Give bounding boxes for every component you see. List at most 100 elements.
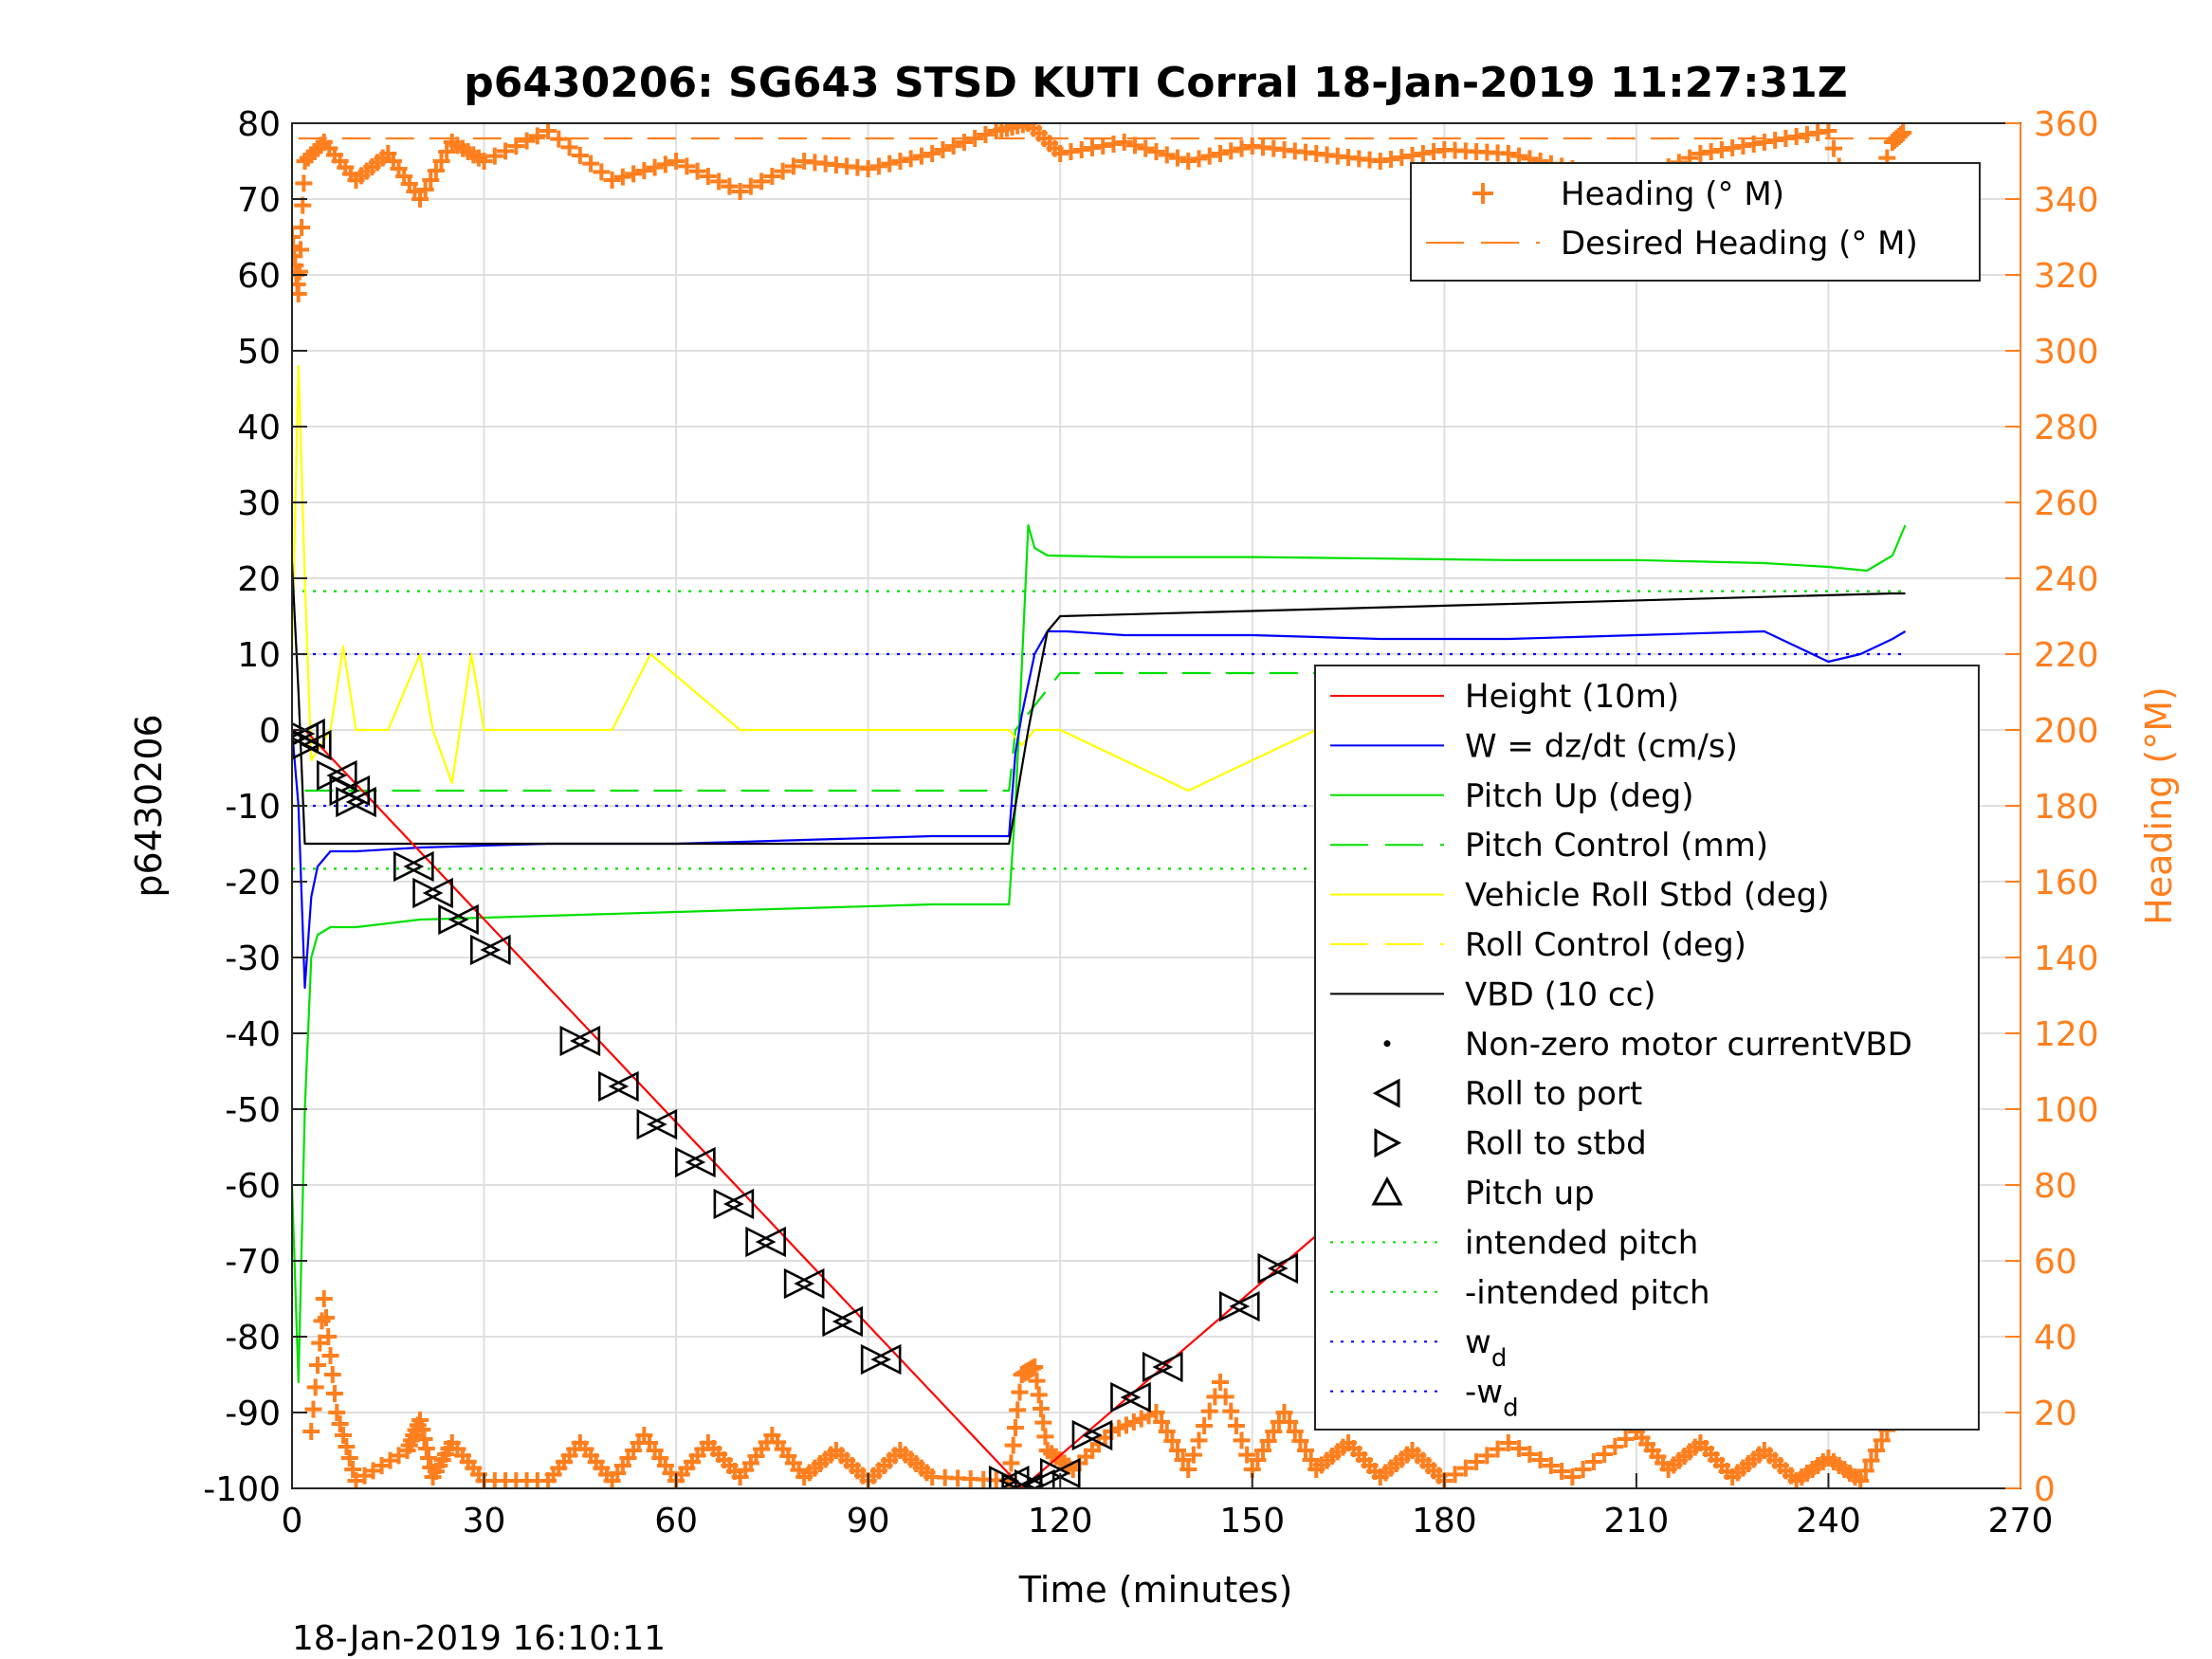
roll-to-stbd-marker — [1218, 1290, 1251, 1322]
roll-to-stbd-marker — [745, 1226, 777, 1258]
legend-label: Non-zero motor currentVBD — [1465, 1026, 1912, 1064]
legend-label: intended pitch — [1465, 1224, 1698, 1262]
heading-point — [1004, 1436, 1022, 1454]
heading-point — [311, 1334, 329, 1352]
heading-point — [373, 1457, 391, 1474]
heading-point — [328, 1404, 346, 1421]
roll-to-port-marker — [1120, 1381, 1151, 1413]
heading-point — [1894, 124, 1912, 141]
heading-point — [1196, 1417, 1214, 1434]
legend-label: Pitch Up (deg) — [1465, 777, 1693, 815]
heading-point — [1302, 1451, 1320, 1468]
heading-point — [413, 1421, 431, 1438]
legend-label: Roll to stbd — [1465, 1125, 1647, 1163]
series-pitch-control-mm — [304, 671, 1906, 793]
heading-point — [411, 191, 430, 208]
heading-point — [315, 1290, 333, 1307]
heading-point — [1254, 1442, 1272, 1459]
y-axis-right-label: Heading (°M) — [2138, 686, 2180, 925]
heading-point — [293, 219, 311, 236]
heading-point — [1531, 1451, 1549, 1468]
x-tick-label: 0 — [282, 1502, 303, 1540]
heading-point — [1499, 145, 1517, 162]
heading-point — [902, 150, 920, 168]
y-tick-label-right: 0 — [2034, 1470, 2056, 1509]
legend-label: Height (10m) — [1465, 678, 1679, 716]
heading-point — [1617, 1431, 1635, 1448]
heading-point — [582, 155, 600, 173]
heading-point — [347, 1472, 365, 1488]
heading-point — [731, 183, 749, 200]
heading-point — [635, 162, 653, 179]
x-tick-label: 30 — [463, 1502, 506, 1540]
heading-point — [321, 1347, 339, 1364]
heading-point — [292, 241, 310, 259]
y-tick-label: -80 — [225, 1319, 281, 1358]
heading-point — [381, 1451, 399, 1469]
roll-to-stbd-marker — [329, 775, 360, 807]
heading-point — [1153, 1413, 1171, 1431]
legend-label: Desired Heading (° M) — [1561, 225, 1918, 263]
roll-to-stbd-marker — [1142, 1351, 1174, 1383]
x-tick-label: 60 — [654, 1502, 698, 1540]
heading-point — [1115, 134, 1133, 151]
heading-point — [934, 141, 952, 158]
heading-point — [1456, 1459, 1474, 1477]
y-tick-label-right: 40 — [2034, 1319, 2077, 1358]
roll-to-stbd-marker — [675, 1146, 706, 1178]
heading-point — [1553, 1463, 1571, 1480]
y-tick-label-right: 280 — [2034, 409, 2099, 447]
heading-point — [438, 143, 456, 160]
roll-to-port-marker — [403, 850, 434, 883]
heading-point — [1606, 1438, 1624, 1455]
y-tick-label: 0 — [259, 712, 281, 751]
heading-point — [1446, 1466, 1464, 1484]
heading-point — [1521, 1446, 1539, 1463]
legend-swatch — [1374, 1128, 1402, 1158]
roll-to-port-marker — [1082, 1419, 1113, 1451]
heading-point — [1212, 145, 1230, 162]
roll-to-stbd-marker — [636, 1108, 667, 1140]
heading-point — [1499, 1434, 1517, 1451]
heading-point — [340, 1449, 358, 1467]
heading-point — [485, 147, 503, 165]
heading-point — [1468, 1453, 1486, 1470]
roll-to-stbd-marker — [412, 877, 444, 909]
y-tick-label-right: 240 — [2034, 560, 2099, 599]
roll-to-port-marker — [1267, 1252, 1299, 1285]
roll-to-port-marker — [480, 934, 511, 966]
roll-to-port-marker — [1011, 1472, 1043, 1488]
heading-point — [774, 162, 792, 180]
roll-to-port-marker — [345, 786, 376, 818]
heading-point — [881, 155, 899, 173]
roll-to-stbd-marker — [783, 1267, 815, 1300]
legend-label: Pitch up — [1465, 1175, 1595, 1212]
heading-point — [1291, 1432, 1309, 1449]
heading-point — [1862, 1451, 1880, 1469]
heading-point — [1478, 1447, 1496, 1465]
y-tick-label: 70 — [237, 181, 281, 220]
heading-point — [710, 173, 728, 191]
heading-point — [699, 168, 717, 185]
heading-point — [1034, 1413, 1052, 1431]
heading-point — [1147, 1404, 1165, 1421]
heading-point — [1030, 1386, 1048, 1404]
roll-to-stbd-marker — [1039, 1457, 1071, 1488]
heading-point — [304, 1400, 322, 1418]
heading-point — [1227, 1417, 1245, 1434]
y-tick-label-right: 260 — [2034, 484, 2099, 523]
legend-box — [1410, 162, 1981, 282]
heading-point — [1265, 1423, 1283, 1440]
heading-point — [741, 177, 759, 195]
heading-point — [292, 263, 308, 281]
legend-heading: Heading (° M) Desired Heading (° M) — [1410, 162, 1981, 282]
timestamp: 18-Jan-2019 16:10:11 — [292, 1619, 666, 1658]
heading-point — [944, 137, 962, 155]
heading-point — [292, 228, 301, 246]
chart-title: p6430206: SG643 STSD KUTI Corral 18-Jan-… — [464, 59, 1847, 107]
heading-point — [1510, 1440, 1528, 1457]
heading-point — [1026, 1358, 1044, 1376]
heading-point — [859, 160, 877, 177]
heading-point — [1147, 143, 1165, 160]
roll-to-stbd-marker — [598, 1070, 630, 1103]
